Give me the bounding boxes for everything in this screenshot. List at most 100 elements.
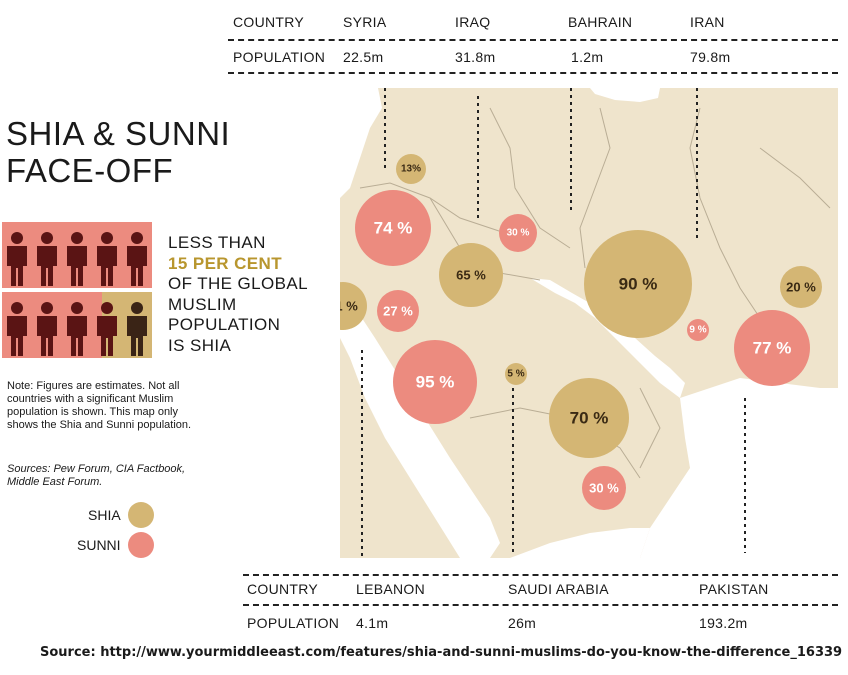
blurb-line: MUSLIM bbox=[168, 294, 237, 314]
bubble-sunni: 74 % bbox=[355, 190, 431, 266]
top-population-header: POPULATION bbox=[233, 49, 326, 65]
divider bbox=[228, 72, 838, 74]
bubble-sunni: 30 % bbox=[499, 214, 537, 252]
bubble-circle bbox=[549, 378, 629, 458]
bubble-label: 27 % bbox=[383, 304, 413, 319]
bottom-population-header: POPULATION bbox=[247, 615, 340, 631]
persian-gulf bbox=[530, 278, 685, 398]
bubble-label: 77 % bbox=[753, 339, 792, 358]
sources-text: Sources: Pew Forum, CIA Factbook, Middle… bbox=[7, 463, 186, 488]
bubble-circle bbox=[393, 340, 477, 424]
bubble-circle bbox=[499, 214, 537, 252]
bubble-label: 30 % bbox=[589, 481, 619, 496]
bubble-circle bbox=[582, 466, 626, 510]
person-icon bbox=[67, 232, 87, 286]
bubble-shia: 41 % bbox=[340, 282, 367, 330]
bubble-sunni: 95 % bbox=[393, 340, 477, 424]
bubble-shia: 65 % bbox=[439, 243, 503, 307]
title-line-1: SHIA & SUNNI bbox=[6, 115, 231, 152]
bottom-country-header: COUNTRY bbox=[247, 581, 319, 597]
bubble-circle bbox=[355, 190, 431, 266]
border-line bbox=[359, 182, 521, 239]
population-pakistan: 193.2m bbox=[699, 615, 748, 631]
bubble-shia: 20 % bbox=[780, 266, 822, 308]
person-icon bbox=[97, 232, 117, 286]
person-icon bbox=[37, 232, 57, 286]
country-syria: SYRIA bbox=[343, 14, 387, 30]
title-line-2: FACE-OFF bbox=[6, 152, 174, 189]
country-saudi-arabia: SAUDI ARABIA bbox=[508, 581, 609, 597]
bubble-label: 30 % bbox=[507, 228, 530, 239]
legend-sunni-swatch bbox=[128, 532, 154, 558]
person-icon bbox=[37, 302, 57, 356]
borders bbox=[359, 107, 831, 479]
population-lebanon: 4.1m bbox=[356, 615, 389, 631]
bubble-circle bbox=[734, 310, 810, 386]
source-url-text: Source: http://www.yourmiddleeast.com/fe… bbox=[40, 645, 843, 660]
bubble-circle bbox=[439, 243, 503, 307]
border-line bbox=[689, 107, 761, 319]
infographic-title: SHIA & SUNNI FACE-OFF bbox=[6, 115, 230, 189]
bubble-label: 95 % bbox=[416, 373, 455, 392]
bubble-sunni: 9 % bbox=[687, 319, 709, 341]
country-iran: IRAN bbox=[690, 14, 725, 30]
bubble-sunni: 77 % bbox=[734, 310, 810, 386]
bubble-circle bbox=[505, 363, 527, 385]
bubble-label: 74 % bbox=[374, 219, 413, 238]
bubble-shia: 13% bbox=[396, 154, 426, 184]
border-line bbox=[579, 107, 611, 269]
population-saudi-arabia: 26m bbox=[508, 615, 537, 631]
legend-shia-swatch bbox=[128, 502, 154, 528]
country-iraq: IRAQ bbox=[455, 14, 491, 30]
border-line bbox=[489, 107, 571, 249]
blurb-line: LESS THAN bbox=[168, 233, 266, 252]
mediterranean-sea bbox=[340, 88, 382, 198]
bubble-circle bbox=[780, 266, 822, 308]
bubble-label: 9 % bbox=[689, 325, 706, 336]
bubble-label: 70 % bbox=[570, 409, 609, 428]
bubble-label: 13% bbox=[401, 164, 421, 175]
blurb-highlight: 15 PER CENT bbox=[168, 253, 282, 273]
person-icon bbox=[127, 232, 147, 286]
bubble-circle bbox=[584, 230, 692, 338]
bubble-label: 41 % bbox=[340, 299, 358, 314]
red-sea bbox=[340, 288, 500, 558]
note-text: Note: Figures are estimates. Not all cou… bbox=[7, 380, 192, 431]
country-bahrain: BAHRAIN bbox=[568, 14, 633, 30]
population-bahrain: 1.2m bbox=[571, 49, 604, 65]
country-lebanon: LEBANON bbox=[356, 581, 426, 597]
blurb-line: POPULATION bbox=[168, 315, 281, 334]
blurb-line: OF THE GLOBAL bbox=[168, 274, 308, 293]
person-icon bbox=[97, 302, 117, 356]
people-pictogram bbox=[2, 222, 152, 358]
bubble-circle bbox=[687, 319, 709, 341]
bubble-circle bbox=[396, 154, 426, 184]
border-line bbox=[759, 147, 831, 209]
shia-share-blurb: LESS THAN 15 PER CENT OF THE GLOBAL MUSL… bbox=[168, 233, 308, 356]
person-icon bbox=[7, 302, 27, 356]
bubble-label: 5 % bbox=[507, 369, 524, 380]
person-icon bbox=[127, 302, 147, 356]
bubble-circle bbox=[377, 290, 419, 332]
legend-shia-label: SHIA bbox=[88, 507, 121, 523]
bubble-sunni: 27 % bbox=[377, 290, 419, 332]
legend-sunni-label: SUNNI bbox=[77, 537, 121, 553]
divider bbox=[228, 39, 838, 41]
caspian-sea bbox=[590, 88, 660, 102]
population-iraq: 31.8m bbox=[455, 49, 496, 65]
divider bbox=[243, 604, 838, 606]
border-line bbox=[639, 387, 661, 469]
country-pakistan: PAKISTAN bbox=[699, 581, 769, 597]
population-syria: 22.5m bbox=[343, 49, 384, 65]
bubble-shia: 90 % bbox=[584, 230, 692, 338]
bubble-circle bbox=[340, 282, 367, 330]
person-icons bbox=[7, 232, 147, 356]
divider bbox=[243, 574, 838, 576]
bubble-label: 20 % bbox=[786, 280, 816, 295]
arabian-sea bbox=[640, 378, 838, 558]
bubble-sunni: 30 % bbox=[582, 466, 626, 510]
map: 13% 74 % 30 % 65 % 41 % 27 % 95 % 5 % 90 % 9 % 20 … bbox=[340, 88, 838, 558]
bubble-label: 65 % bbox=[456, 268, 486, 283]
top-country-header: COUNTRY bbox=[233, 14, 305, 30]
person-icon bbox=[67, 302, 87, 356]
